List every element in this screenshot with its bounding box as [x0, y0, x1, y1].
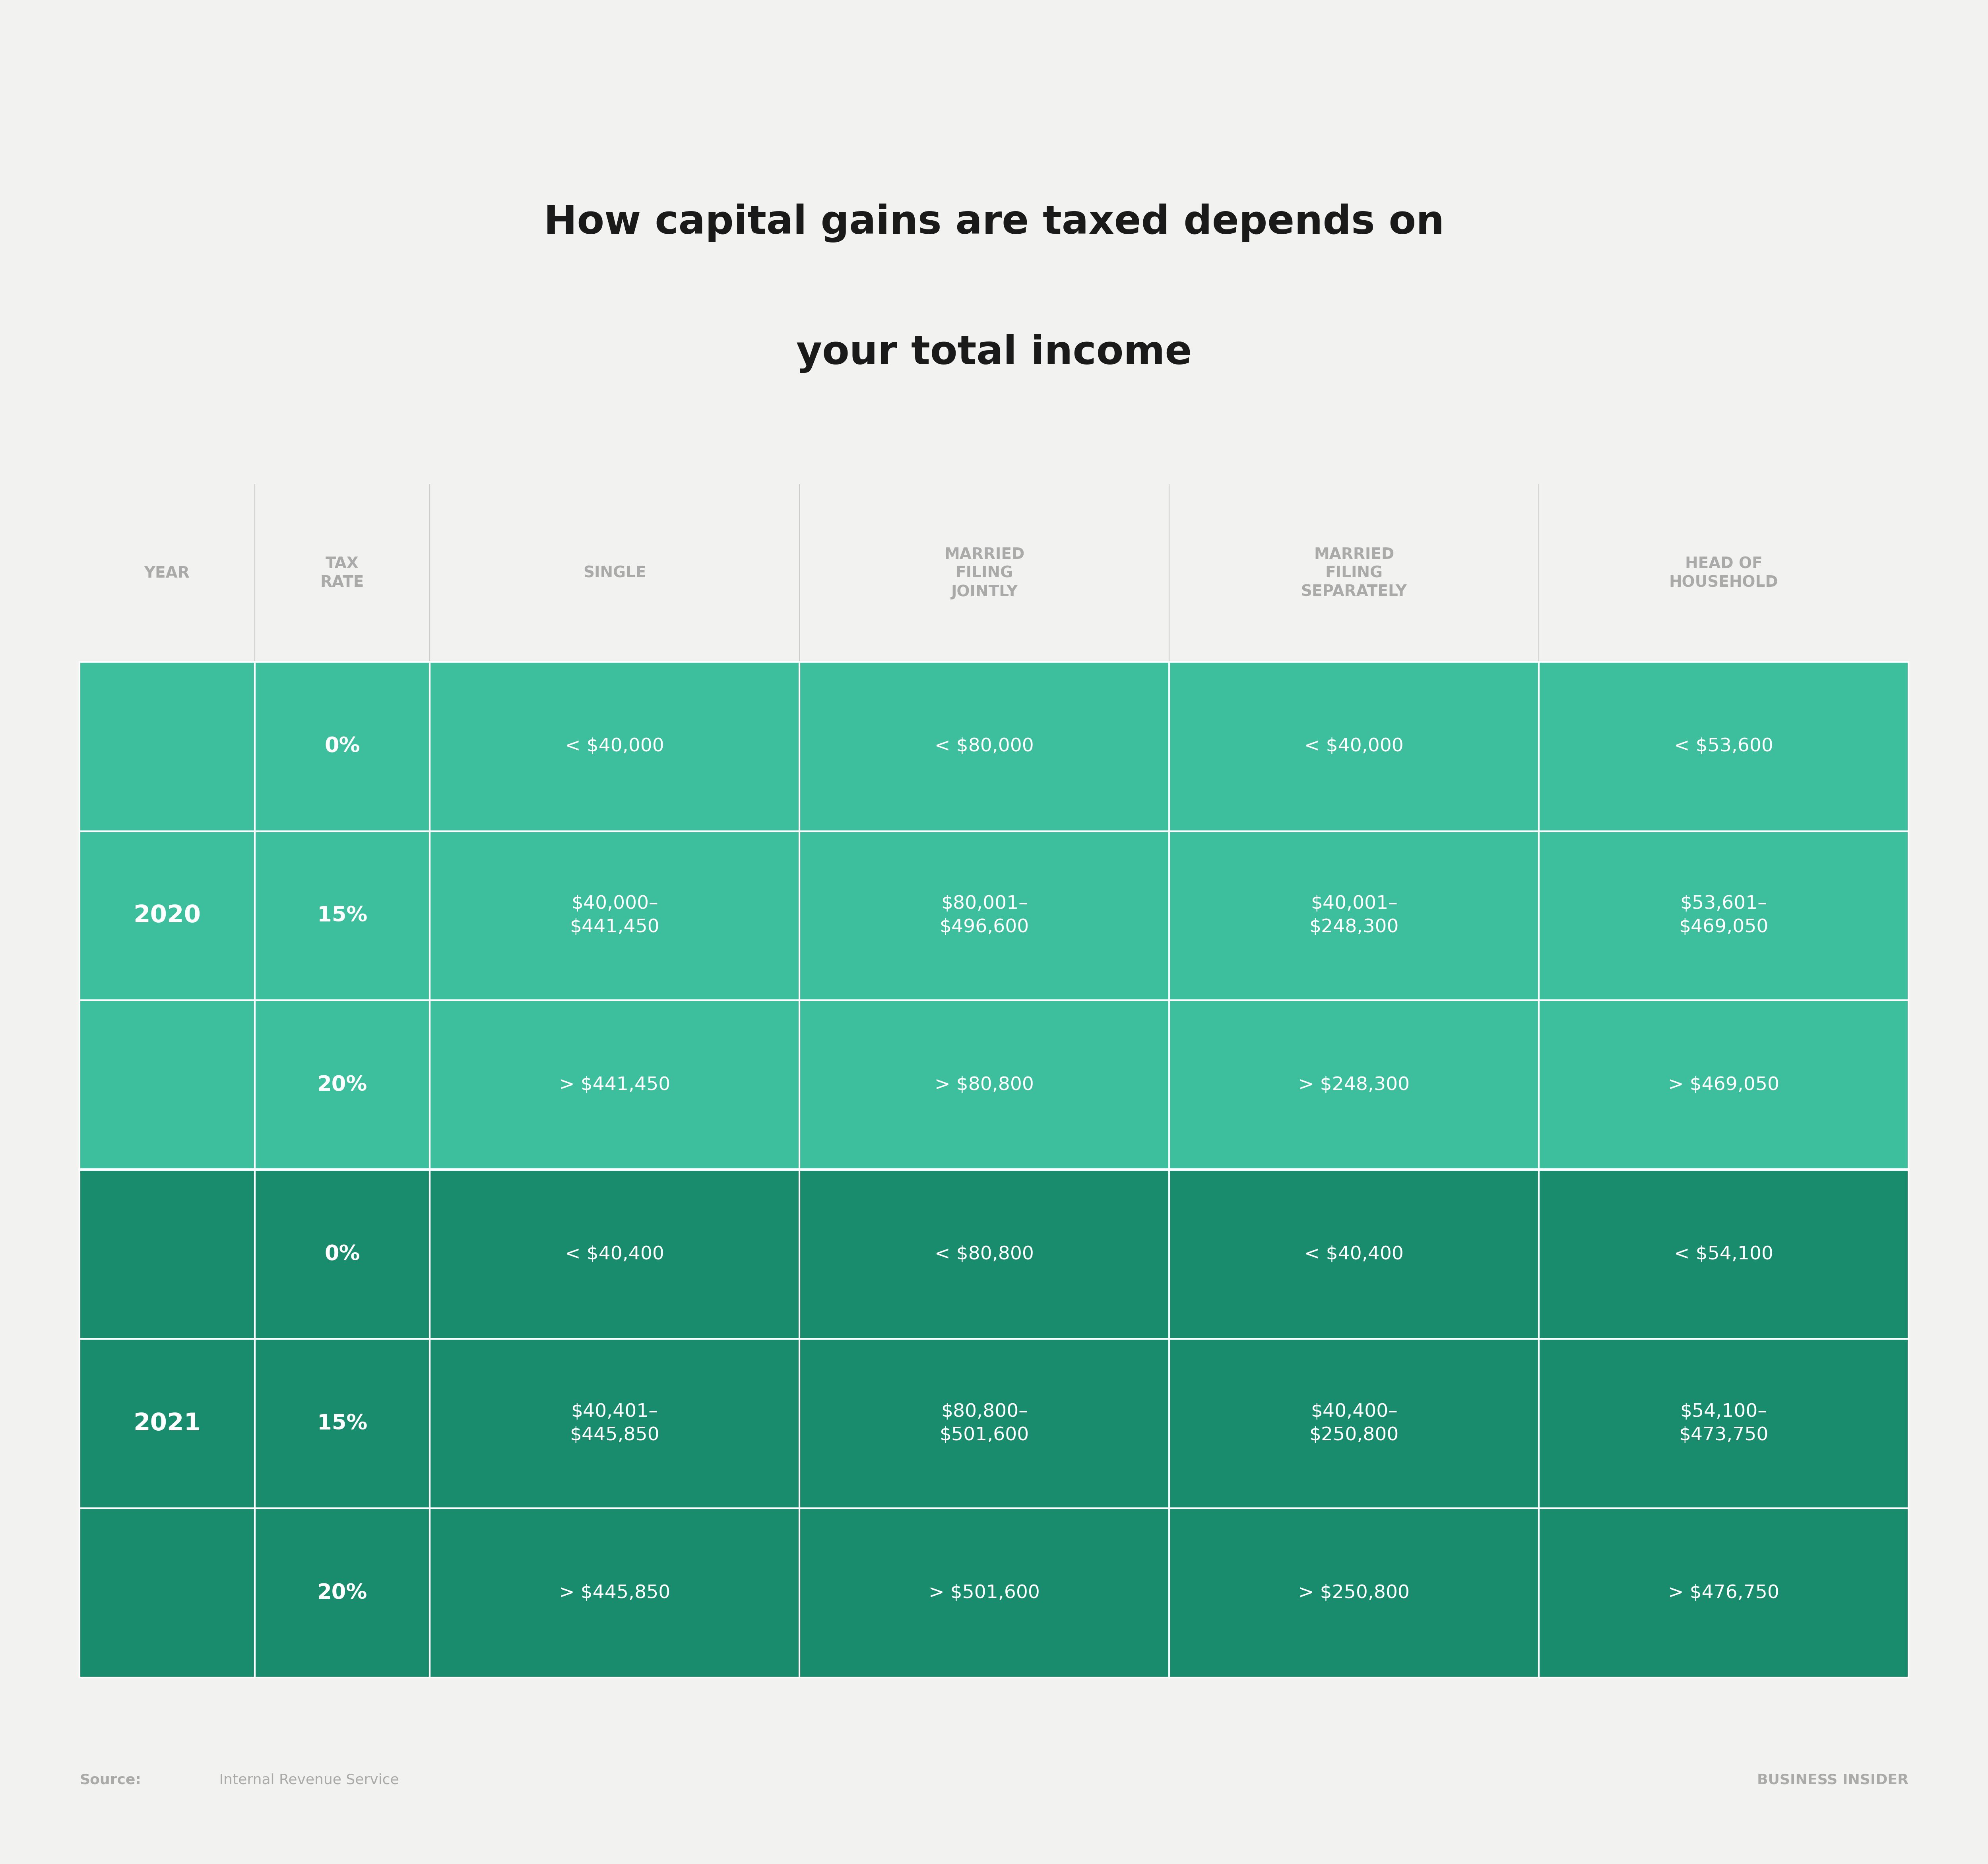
Text: > $469,050: > $469,050 [1668, 1076, 1779, 1094]
Text: How capital gains are taxed depends on: How capital gains are taxed depends on [545, 203, 1443, 242]
Text: HEAD OF
HOUSEHOLD: HEAD OF HOUSEHOLD [1670, 555, 1777, 591]
Bar [1539, 1171, 1908, 1338]
Text: > $501,600: > $501,600 [928, 1584, 1040, 1601]
Bar [1169, 662, 1539, 831]
Bar [80, 1001, 254, 1171]
Text: your total income: your total income [795, 334, 1193, 373]
Text: $40,401–
$445,850: $40,401– $445,850 [571, 1404, 660, 1445]
Bar [429, 1338, 799, 1508]
Text: 0%: 0% [324, 1243, 360, 1264]
Text: $80,001–
$496,600: $80,001– $496,600 [940, 895, 1030, 936]
Bar [254, 831, 429, 1001]
Text: > $80,800: > $80,800 [934, 1076, 1034, 1094]
Text: TAX
RATE: TAX RATE [320, 555, 364, 591]
Text: < $40,400: < $40,400 [1304, 1245, 1404, 1264]
Bar [429, 1001, 799, 1171]
Bar [1169, 1508, 1539, 1678]
Text: < $80,800: < $80,800 [934, 1245, 1034, 1264]
Bar [80, 831, 254, 1001]
Bar [1169, 831, 1539, 1001]
Bar [80, 662, 254, 831]
Text: $54,100–
$473,750: $54,100– $473,750 [1678, 1404, 1769, 1445]
Text: > $445,850: > $445,850 [559, 1584, 670, 1601]
Bar [254, 1171, 429, 1338]
Text: 20%: 20% [318, 1076, 368, 1096]
Bar [429, 1171, 799, 1338]
Bar [799, 1508, 1169, 1678]
Bar [254, 662, 429, 831]
Text: 0%: 0% [324, 736, 360, 757]
Text: MARRIED
FILING
SEPARATELY: MARRIED FILING SEPARATELY [1300, 546, 1408, 600]
Text: $40,000–
$441,450: $40,000– $441,450 [571, 895, 660, 936]
Text: > $250,800: > $250,800 [1298, 1584, 1409, 1601]
Bar [1539, 662, 1908, 831]
Text: 15%: 15% [318, 906, 368, 926]
Bar [254, 1508, 429, 1678]
Bar [799, 831, 1169, 1001]
Bar [1169, 1171, 1539, 1338]
Text: Internal Revenue Service: Internal Revenue Service [215, 1773, 400, 1788]
Text: SINGLE: SINGLE [582, 565, 646, 582]
Text: $53,601–
$469,050: $53,601– $469,050 [1678, 895, 1769, 936]
Text: > $441,450: > $441,450 [559, 1076, 670, 1094]
Bar [80, 1338, 254, 1508]
Text: > $248,300: > $248,300 [1298, 1076, 1409, 1094]
Bar [799, 1171, 1169, 1338]
Bar [429, 1508, 799, 1678]
Bar [80, 1171, 254, 1338]
Text: $40,001–
$248,300: $40,001– $248,300 [1310, 895, 1400, 936]
Bar [1539, 1508, 1908, 1678]
Bar [1169, 1001, 1539, 1171]
Bar [1539, 831, 1908, 1001]
Bar [1539, 1001, 1908, 1171]
Text: < $53,600: < $53,600 [1674, 738, 1773, 755]
Text: 20%: 20% [318, 1583, 368, 1603]
Text: 2021: 2021 [133, 1411, 201, 1435]
Bar [1539, 1338, 1908, 1508]
Text: < $40,000: < $40,000 [565, 738, 664, 755]
Text: Source:: Source: [80, 1773, 141, 1788]
Bar [429, 662, 799, 831]
Text: MARRIED
FILING
JOINTLY: MARRIED FILING JOINTLY [944, 546, 1024, 600]
Bar [254, 1001, 429, 1171]
Text: YEAR: YEAR [145, 565, 191, 582]
Bar [799, 1338, 1169, 1508]
Text: < $80,000: < $80,000 [934, 738, 1034, 755]
Text: $80,800–
$501,600: $80,800– $501,600 [940, 1404, 1030, 1445]
Bar [799, 662, 1169, 831]
Text: 15%: 15% [318, 1413, 368, 1433]
Bar [80, 1508, 254, 1678]
Bar [429, 831, 799, 1001]
Text: < $40,000: < $40,000 [1304, 738, 1404, 755]
Bar [1169, 1338, 1539, 1508]
Bar [254, 1338, 429, 1508]
Text: < $40,400: < $40,400 [565, 1245, 664, 1264]
Text: > $476,750: > $476,750 [1668, 1584, 1779, 1601]
Text: BUSINESS INSIDER: BUSINESS INSIDER [1757, 1773, 1908, 1788]
Text: 2020: 2020 [133, 904, 201, 928]
Bar [799, 1001, 1169, 1171]
Text: < $54,100: < $54,100 [1674, 1245, 1773, 1264]
Text: $40,400–
$250,800: $40,400– $250,800 [1310, 1404, 1400, 1445]
